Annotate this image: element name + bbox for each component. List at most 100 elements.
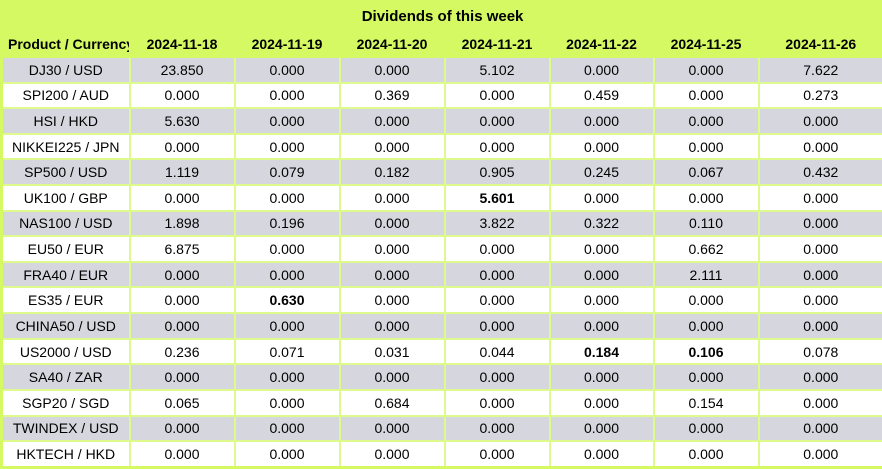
dividend-value-cell: 0.000 [233, 414, 341, 443]
dividend-value-cell: 0.000 [338, 286, 446, 315]
dividend-value-cell: 0.630 [233, 286, 341, 315]
dividend-value-cell: 7.622 [757, 56, 882, 84]
dividend-value-cell: 0.067 [652, 158, 760, 187]
dividend-value-cell: 0.000 [233, 184, 341, 212]
dividend-value-cell: 0.000 [757, 184, 882, 212]
dividend-value-cell: 0.000 [233, 132, 341, 161]
dividend-value-cell: 0.000 [338, 312, 446, 340]
dividend-value-cell: 0.000 [338, 414, 446, 443]
dividend-value-cell: 5.102 [443, 56, 551, 84]
dividend-value-cell: 0.000 [338, 440, 446, 469]
dividend-value-cell: 0.000 [548, 107, 655, 135]
product-cell: US2000 / USD [0, 337, 131, 366]
dividend-value-cell: 0.000 [548, 56, 655, 84]
dividend-value-cell: 0.000 [338, 56, 446, 84]
dividend-value-cell: 0.000 [338, 184, 446, 212]
dividend-value-cell: 1.119 [128, 158, 236, 187]
dividend-value-cell: 0.432 [757, 158, 882, 187]
dividend-value-cell: 0.031 [338, 337, 446, 366]
dividend-value-cell: 0.000 [128, 312, 236, 340]
date-header: 2024-11-26 [757, 29, 882, 58]
dividend-value-cell: 0.000 [548, 388, 655, 417]
dividend-value-cell: 0.000 [652, 286, 760, 315]
table-row: UK100 / GBP 0.000 0.000 0.000 5.601 0.000 0.00… [0, 184, 882, 212]
dividend-value-cell: 0.000 [443, 107, 551, 135]
dividend-value-cell: 0.000 [233, 235, 341, 263]
dividend-value-cell: 0.000 [338, 132, 446, 161]
date-header: 2024-11-19 [233, 29, 341, 58]
date-header: 2024-11-18 [128, 29, 236, 58]
table-row: TWINDEX / USD 0.000 0.000 0.000 0.000 0.000 0.… [0, 414, 882, 443]
dividend-value-cell: 0.000 [757, 414, 882, 443]
dividend-value-cell: 0.000 [757, 363, 882, 391]
dividend-value-cell: 0.000 [757, 209, 882, 238]
dividend-value-cell: 0.000 [652, 56, 760, 84]
table-row: DJ30 / USD 23.850 0.000 0.000 5.102 0.000 0.00… [0, 56, 882, 84]
dividend-value-cell: 0.000 [128, 440, 236, 469]
dividend-value-cell: 0.000 [443, 235, 551, 263]
dividend-value-cell: 0.000 [757, 260, 882, 289]
dividend-value-cell: 0.000 [548, 363, 655, 391]
dividend-value-cell: 0.000 [548, 286, 655, 315]
dividend-value-cell: 0.000 [233, 260, 341, 289]
table-row: SP500 / USD 1.119 0.079 0.182 0.905 0.245 0.06… [0, 158, 882, 187]
dividend-value-cell: 0.000 [548, 312, 655, 340]
dividend-value-cell: 0.000 [757, 235, 882, 263]
table-row: ES35 / EUR 0.000 0.630 0.000 0.000 0.000 0.000… [0, 286, 882, 315]
dividend-value-cell: 0.684 [338, 388, 446, 417]
header-row: Product / Currency 2024-11-18 2024-11-19 20… [0, 29, 882, 58]
product-cell: SA40 / ZAR [0, 363, 131, 391]
dividend-value-cell: 0.000 [233, 440, 341, 469]
product-cell: SPI200 / AUD [0, 81, 131, 110]
dividend-value-cell: 5.630 [128, 107, 236, 135]
date-header: 2024-11-25 [652, 29, 760, 58]
product-cell: HSI / HKD [0, 107, 131, 135]
date-header: 2024-11-20 [338, 29, 446, 58]
dividend-value-cell: 0.000 [757, 107, 882, 135]
dividend-value-cell: 0.000 [233, 56, 341, 84]
table-row: FRA40 / EUR 0.000 0.000 0.000 0.000 0.000 2.11… [0, 260, 882, 289]
table-body: DJ30 / USD 23.850 0.000 0.000 5.102 0.000 0.00… [0, 56, 882, 469]
product-cell: EU50 / EUR [0, 235, 131, 263]
dividend-value-cell: 0.000 [443, 440, 551, 469]
dividend-value-cell: 0.000 [338, 363, 446, 391]
dividend-value-cell: 0.000 [233, 363, 341, 391]
dividend-value-cell: 0.000 [443, 81, 551, 110]
dividend-value-cell: 0.000 [548, 132, 655, 161]
table-row: SPI200 / AUD 0.000 0.000 0.369 0.000 0.459 0.0… [0, 81, 882, 110]
table-row: HSI / HKD 5.630 0.000 0.000 0.000 0.000 0.000 0… [0, 107, 882, 135]
dividend-value-cell: 0.000 [757, 388, 882, 417]
dividend-value-cell: 2.111 [652, 260, 760, 289]
product-cell: SP500 / USD [0, 158, 131, 187]
dividend-value-cell: 0.000 [548, 440, 655, 469]
table-row: HKTECH / HKD 0.000 0.000 0.000 0.000 0.000 0.0… [0, 440, 882, 469]
dividend-value-cell: 6.875 [128, 235, 236, 263]
dividend-value-cell: 0.182 [338, 158, 446, 187]
table-row: US2000 / USD 0.236 0.071 0.031 0.044 0.184 0.1… [0, 337, 882, 366]
product-cell: TWINDEX / USD [0, 414, 131, 443]
dividend-value-cell: 0.044 [443, 337, 551, 366]
dividend-value-cell: 0.000 [548, 414, 655, 443]
dividend-value-cell: 0.273 [757, 81, 882, 110]
product-cell: UK100 / GBP [0, 184, 131, 212]
product-cell: SGP20 / SGD [0, 388, 131, 417]
table-row: NAS100 / USD 1.898 0.196 0.000 3.822 0.322 0.1… [0, 209, 882, 238]
dividend-value-cell: 0.065 [128, 388, 236, 417]
product-cell: HKTECH / HKD [0, 440, 131, 469]
dividend-value-cell: 0.079 [233, 158, 341, 187]
dividend-value-cell: 0.000 [338, 235, 446, 263]
dividend-value-cell: 0.000 [757, 132, 882, 161]
dividend-value-cell: 0.106 [652, 337, 760, 366]
dividend-value-cell: 0.000 [128, 260, 236, 289]
product-cell: NIKKEI225 / JPN [0, 132, 131, 161]
dividend-value-cell: 0.000 [128, 132, 236, 161]
dividend-value-cell: 0.184 [548, 337, 655, 366]
dividend-value-cell: 0.000 [443, 260, 551, 289]
table-row: NIKKEI225 / JPN 0.000 0.000 0.000 0.000 0.000… [0, 132, 882, 161]
dividend-value-cell: 0.459 [548, 81, 655, 110]
dividend-value-cell: 0.000 [652, 414, 760, 443]
dividend-value-cell: 0.000 [233, 107, 341, 135]
title-row: Dividends of this week [0, 0, 882, 31]
